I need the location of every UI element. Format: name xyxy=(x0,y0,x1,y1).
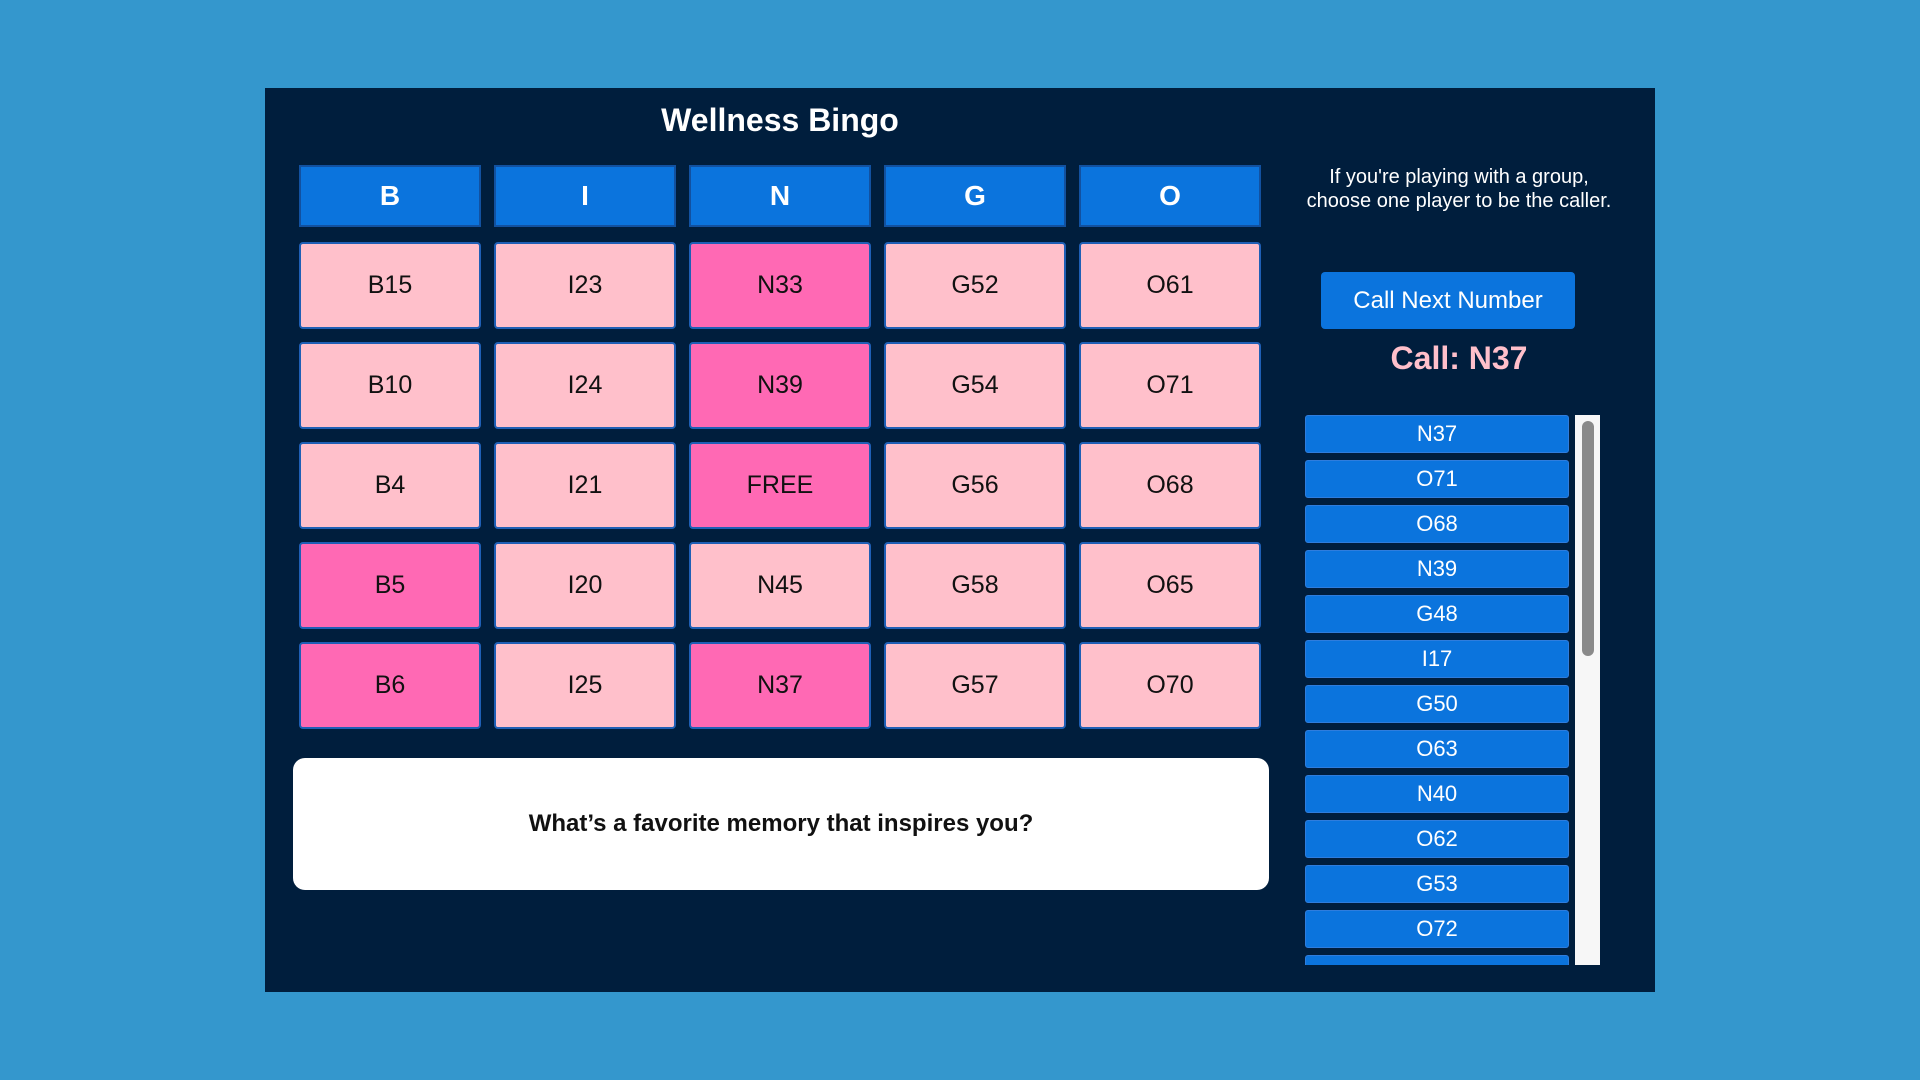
bingo-cell[interactable]: N39 xyxy=(689,342,871,429)
header-g: G xyxy=(884,165,1066,227)
header-o: O xyxy=(1079,165,1261,227)
game-title: Wellness Bingo xyxy=(661,102,899,138)
called-numbers-track: N37 O71 O68 N39 G48 I17 G50 O63 N40 O62 … xyxy=(1305,415,1569,965)
bingo-cell[interactable]: I20 xyxy=(494,542,676,629)
bingo-cell[interactable]: B6 xyxy=(299,642,481,729)
bingo-cell[interactable]: B5 xyxy=(299,542,481,629)
bingo-cell[interactable]: G57 xyxy=(884,642,1066,729)
called-numbers-list[interactable]: N37 O71 O68 N39 G48 I17 G50 O63 N40 O62 … xyxy=(1305,415,1610,965)
called-number-item: O62 xyxy=(1305,820,1569,858)
called-list-scrollbar[interactable] xyxy=(1575,415,1600,965)
bingo-cell[interactable]: N37 xyxy=(689,642,871,729)
current-call-display: Call: N37 xyxy=(1390,340,1528,376)
header-n: N xyxy=(689,165,871,227)
header-b: B xyxy=(299,165,481,227)
called-number-item: O71 xyxy=(1305,460,1569,498)
called-number-item: N40 xyxy=(1305,775,1569,813)
header-i: I xyxy=(494,165,676,227)
bingo-cell[interactable]: G56 xyxy=(884,442,1066,529)
bingo-cell[interactable]: O61 xyxy=(1079,242,1261,329)
bingo-cell[interactable]: N33 xyxy=(689,242,871,329)
called-number-item: G48 xyxy=(1305,595,1569,633)
prompt-card: What’s a favorite memory that inspires y… xyxy=(293,758,1269,890)
bingo-cell[interactable]: I21 xyxy=(494,442,676,529)
called-number-item: N39 xyxy=(1305,550,1569,588)
bingo-cell[interactable]: I23 xyxy=(494,242,676,329)
bingo-cell[interactable]: G54 xyxy=(884,342,1066,429)
bingo-board: B15 I23 N33 G52 O61 B10 I24 N39 G54 O71 … xyxy=(299,242,1261,729)
called-number-item: O63 xyxy=(1305,730,1569,768)
scrollbar-thumb[interactable] xyxy=(1582,421,1594,656)
bingo-cell[interactable]: O68 xyxy=(1079,442,1261,529)
prompt-text: What’s a favorite memory that inspires y… xyxy=(528,810,1034,837)
bingo-cell[interactable]: B10 xyxy=(299,342,481,429)
bingo-cell[interactable]: I24 xyxy=(494,342,676,429)
bingo-cell[interactable]: O71 xyxy=(1079,342,1261,429)
called-number-item: G50 xyxy=(1305,685,1569,723)
called-number-item-partial xyxy=(1305,955,1569,965)
bingo-cell[interactable]: N45 xyxy=(689,542,871,629)
bingo-panel: Wellness Bingo B I N G O B15 I23 N33 G52… xyxy=(265,88,1655,992)
called-number-item: I17 xyxy=(1305,640,1569,678)
bingo-cell[interactable]: B4 xyxy=(299,442,481,529)
called-number-item: N37 xyxy=(1305,415,1569,453)
bingo-cell[interactable]: O70 xyxy=(1079,642,1261,729)
bingo-cell[interactable]: I25 xyxy=(494,642,676,729)
bingo-cell[interactable]: O65 xyxy=(1079,542,1261,629)
called-number-item: O68 xyxy=(1305,505,1569,543)
bingo-header-row: B I N G O xyxy=(299,165,1261,227)
called-number-item: G53 xyxy=(1305,865,1569,903)
bingo-cell[interactable]: B15 xyxy=(299,242,481,329)
called-number-item: O72 xyxy=(1305,910,1569,948)
caller-instructions: If you're playing with a group, choose o… xyxy=(1306,166,1612,212)
call-next-number-button[interactable]: Call Next Number xyxy=(1321,272,1575,329)
bingo-cell[interactable]: G58 xyxy=(884,542,1066,629)
bingo-cell-free[interactable]: FREE xyxy=(689,442,871,529)
bingo-cell[interactable]: G52 xyxy=(884,242,1066,329)
